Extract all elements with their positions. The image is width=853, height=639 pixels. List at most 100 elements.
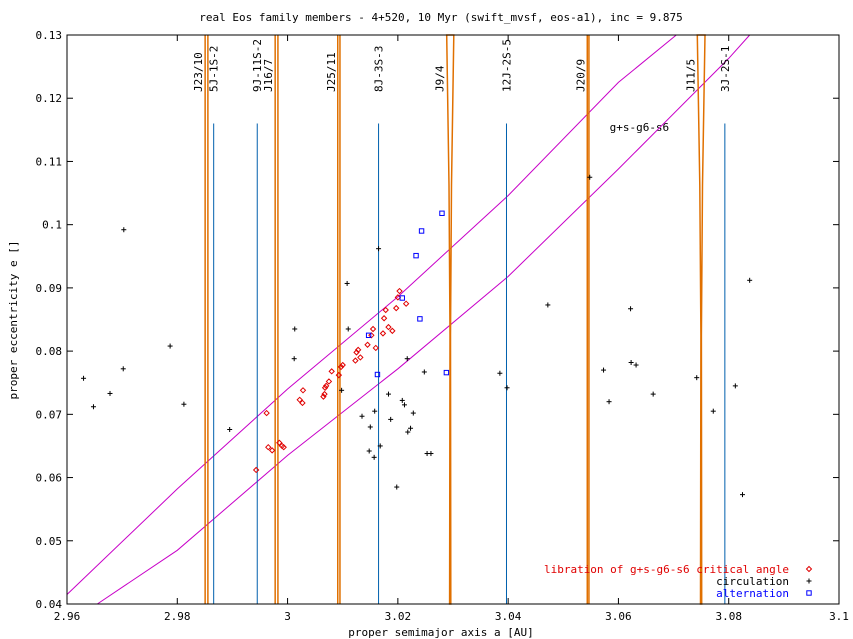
x-tick-label: 3.02 — [385, 610, 412, 623]
circulation-point — [291, 356, 297, 362]
legend-marker — [806, 578, 812, 584]
circulation-point — [401, 402, 407, 408]
libration-point — [321, 384, 329, 391]
circulation-point — [167, 343, 173, 349]
mmr-resonance-line — [696, 34, 706, 605]
libration-point — [385, 323, 392, 331]
x-tick-label: 2.96 — [54, 610, 81, 623]
alternation-point — [365, 332, 372, 339]
secular-resonance-label: g+s-g6-s6 — [610, 121, 670, 134]
circulation-point — [367, 424, 373, 430]
mmr-resonance-label: J16/7 — [262, 59, 275, 92]
alternation-point — [417, 316, 423, 322]
circulation-point — [545, 302, 551, 308]
circulation-point — [732, 383, 738, 389]
mmr-resonance-label: J23/10 — [192, 52, 205, 92]
chart-title: real Eos family members - 4+520, 10 Myr … — [199, 11, 682, 24]
libration-point — [322, 382, 330, 390]
libration-point — [372, 344, 380, 352]
three-body-resonance-label: 9J-11S-2 — [251, 39, 264, 92]
x-tick-label: 3 — [284, 610, 291, 623]
background-lines-layer: 5J-1S-2 9J-11S-2 8J-3S-3 12J-2S-5 3J-2S-1 J23… — [66, 34, 751, 605]
alternation-point — [374, 371, 381, 378]
circulation-point — [366, 448, 372, 454]
y-tick-label: 0.04 — [36, 598, 63, 611]
libration-point — [396, 287, 403, 295]
y-tick-label: 0.11 — [36, 155, 63, 168]
libration-point — [394, 294, 402, 301]
three-body-resonance-label: 8J-3S-3 — [373, 46, 386, 92]
tick-labels-layer: 2.96 2.98 3 3.02 3.04 3.06 3.08 3.1 0.04 0.05 0.06… — [36, 29, 849, 623]
circulation-point — [587, 174, 593, 180]
libration-point — [265, 444, 272, 451]
y-tick-label: 0.06 — [36, 472, 63, 485]
alternation-point — [413, 252, 419, 259]
circulation-point — [371, 454, 377, 460]
plot-frame-layer — [66, 34, 840, 605]
alternation-point — [443, 369, 450, 376]
alternation-point — [418, 228, 425, 234]
libration-point — [357, 354, 364, 361]
circulation-point — [606, 399, 612, 405]
x-tick-label: 3.1 — [829, 610, 849, 623]
libration-point — [263, 409, 270, 417]
circulation-point — [345, 326, 351, 332]
circulation-point — [747, 277, 753, 283]
libration-point — [392, 304, 400, 312]
circulation-point — [710, 408, 716, 414]
libration-point — [354, 346, 362, 354]
alternation-point — [439, 210, 445, 216]
circulation-point — [633, 362, 639, 368]
libration-point — [268, 447, 276, 454]
libration-point — [369, 325, 377, 333]
secular-lower-boundary — [97, 34, 751, 605]
libration-point — [368, 332, 375, 339]
secular-upper-boundary — [66, 34, 677, 595]
circulation-point — [120, 366, 126, 372]
circulation-point — [388, 416, 394, 422]
libration-point — [380, 315, 388, 322]
mmr-resonance-line — [445, 34, 455, 605]
y-tick-label: 0.12 — [36, 92, 63, 105]
circulation-point — [359, 413, 365, 419]
libration-point — [296, 396, 303, 403]
legend-marker — [806, 590, 812, 596]
mmr-resonance-label: J25/11 — [325, 52, 338, 92]
y-tick-label: 0.13 — [36, 29, 63, 42]
y-tick-label: 0.1 — [42, 219, 62, 232]
mmr-resonance-label: J11/5 — [684, 59, 697, 92]
circulation-point — [740, 492, 745, 498]
libration-point — [335, 371, 343, 379]
mmr-resonance-label: J20/9 — [574, 59, 587, 92]
legend: libration of g+s-g6-s6 critical anglecir… — [544, 563, 813, 600]
circulation-point — [404, 356, 410, 362]
circulation-point — [181, 401, 187, 407]
legend-label: circulation — [716, 575, 789, 588]
libration-point — [337, 363, 345, 371]
circulation-point — [90, 404, 96, 410]
circulation-point — [694, 375, 700, 381]
circulation-point — [121, 227, 127, 233]
circulation-point — [408, 425, 414, 431]
libration-point — [276, 439, 283, 446]
x-tick-label: 2.98 — [164, 610, 191, 623]
libration-point — [280, 444, 287, 451]
circulation-point — [428, 451, 434, 457]
x-tick-label: 3.04 — [495, 610, 522, 623]
libration-point — [325, 378, 333, 385]
libration-point — [364, 341, 371, 348]
circulation-point — [399, 397, 405, 403]
data-points-layer — [81, 174, 753, 498]
mmr-resonance-label: J9/4 — [434, 65, 447, 92]
legend-marker — [805, 565, 813, 573]
circulation-point — [405, 429, 411, 435]
circulation-point — [394, 484, 400, 490]
circulation-point — [650, 391, 656, 397]
y-tick-label: 0.07 — [36, 408, 63, 421]
libration-point — [299, 399, 306, 407]
libration-point — [402, 300, 410, 307]
circulation-point — [385, 391, 391, 397]
circulation-point — [628, 306, 634, 312]
circulation-point — [372, 408, 378, 414]
